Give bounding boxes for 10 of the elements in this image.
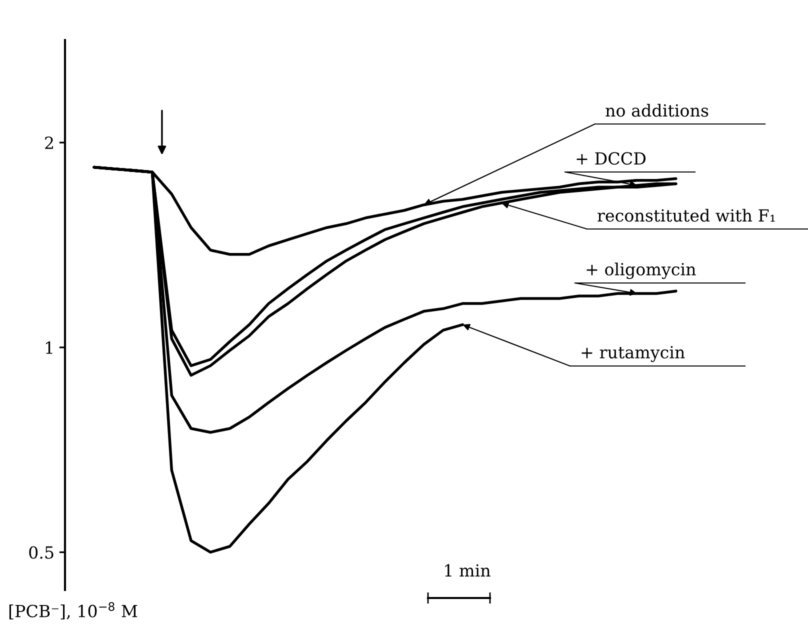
series-label: + oligomycin [586,262,696,279]
series-label: + DCCD [576,152,646,165]
series-label: reconstituted with F₁ [598,208,775,222]
y-tick-label: 2 [45,136,53,149]
text: + rutamycin [582,346,685,362]
y-axis-title: [PCB⁻], 10$^{−8}$ M [9,602,138,620]
y-tick-label: 1 [46,341,52,354]
text: no additions [606,104,708,117]
annotation: 1 min [445,564,490,577]
y-tick-label: 0.5 [29,546,54,559]
